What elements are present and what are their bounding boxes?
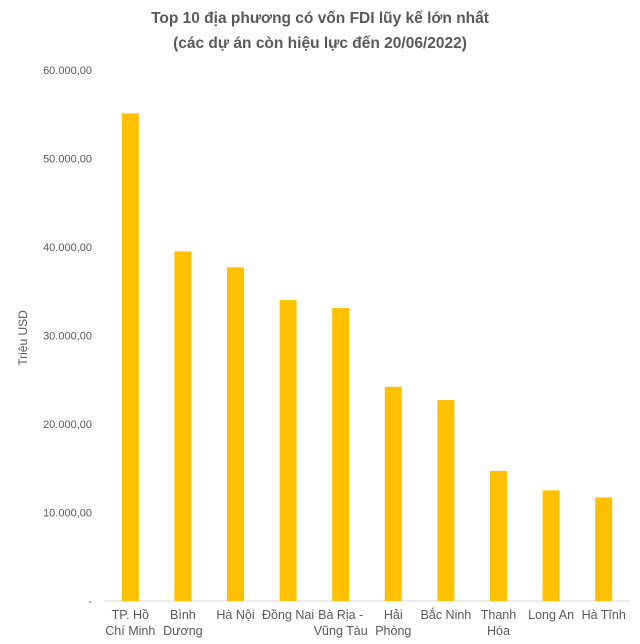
bar — [121, 113, 139, 602]
x-category-label: Thanh Hóa — [481, 608, 516, 638]
bar — [332, 308, 350, 601]
bar — [384, 386, 402, 601]
y-axis-label: Triệu USD — [16, 310, 30, 366]
x-category-label: Bắc Ninh — [421, 607, 472, 622]
y-tick-label: - — [88, 596, 92, 608]
bar — [279, 300, 297, 601]
bars — [121, 113, 613, 602]
y-tick-label: 30.000,00 — [43, 331, 92, 343]
bar — [542, 490, 560, 601]
x-category-label: Đồng Nai — [262, 608, 314, 622]
x-category-label: Hải Phòng — [375, 608, 411, 638]
bar — [437, 400, 455, 601]
y-tick-label: 20.000,00 — [43, 419, 92, 431]
y-axis-ticks: - 10.000,00 20.000,00 30.000,00 40.000,00 50.… — [43, 65, 92, 608]
y-tick-label: 50.000,00 — [43, 154, 92, 166]
y-tick-label: 40.000,00 — [43, 242, 92, 254]
bar — [490, 470, 507, 601]
x-axis-categories: TP. Hồ Chí Minh Bình Dương Hà Nội Đồng Nai Bà … — [105, 607, 626, 638]
x-category-label: TP. Hồ Chí Minh — [105, 608, 155, 638]
x-category-label: Bình Dương — [163, 608, 203, 638]
chart-title: Top 10 địa phương có vốn FDI lũy kế lớn … — [151, 10, 489, 27]
y-tick-label: 60.000,00 — [43, 65, 92, 77]
bar — [595, 497, 613, 601]
y-tick-label: 10.000,00 — [43, 508, 92, 520]
x-category-label: Hà Nội — [216, 608, 254, 622]
bar — [227, 267, 244, 601]
chart-subtitle: (các dự án còn hiệu lực đến 20/06/2022) — [173, 35, 467, 52]
x-category-label: Bà Rịa -Vũng Tàu — [314, 608, 368, 638]
x-category-label: Long An — [528, 608, 574, 622]
x-category-label: Hà Tĩnh — [582, 608, 626, 622]
bar — [174, 251, 192, 602]
